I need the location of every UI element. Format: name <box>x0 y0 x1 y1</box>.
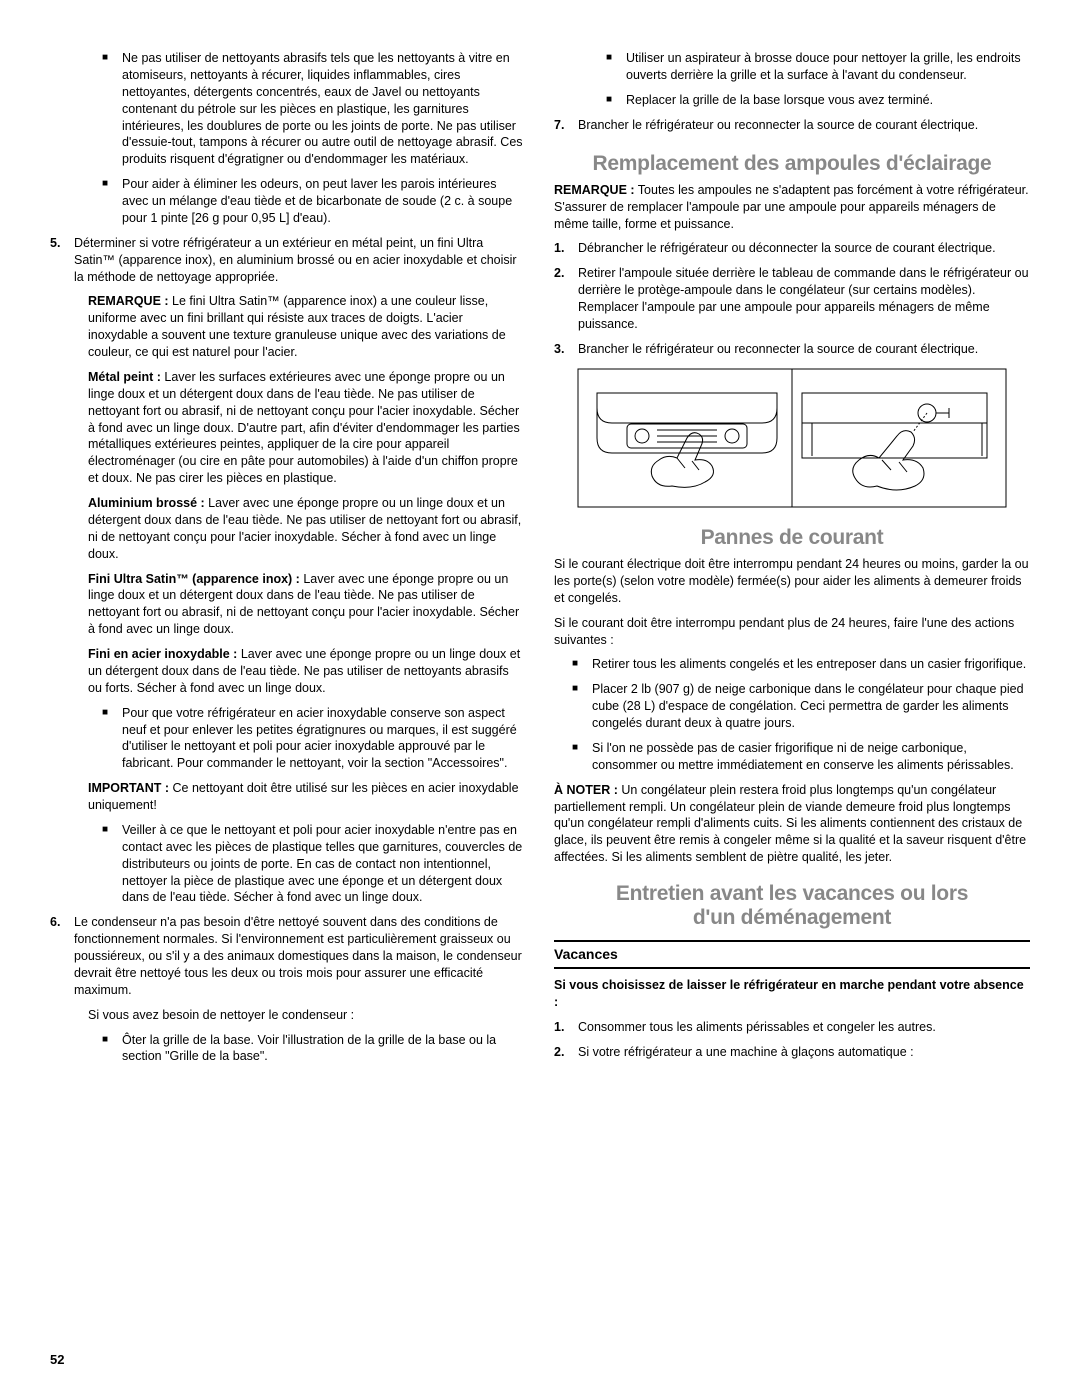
heading-line2: d'un déménagement <box>693 906 891 929</box>
heading-pannes: Pannes de courant <box>554 524 1030 552</box>
subheading-vacances: Vacances <box>554 940 1030 969</box>
alu-paragraph: Aluminium brossé : Laver avec une éponge… <box>88 495 526 563</box>
metal-text: Laver les surfaces extérieures avec une … <box>88 370 520 485</box>
alu-label: Aluminium brossé : <box>88 496 205 510</box>
ultra-label: Fini Ultra Satin™ (apparence inox) : <box>88 572 300 586</box>
step-text: Retirer l'ampoule située derrière le tab… <box>578 266 1029 331</box>
step-5: 5. Déterminer si votre réfrigérateur a u… <box>50 235 526 286</box>
step-number: 1. <box>554 240 564 257</box>
step-7: 7. Brancher le réfrigérateur ou reconnec… <box>554 117 1030 134</box>
numbered-steps: 5. Déterminer si votre réfrigérateur a u… <box>50 235 526 286</box>
step-number: 7. <box>554 117 564 134</box>
step-text: Consommer tous les aliments périssables … <box>578 1020 936 1034</box>
inox-label: Fini en acier inoxydable : <box>88 647 237 661</box>
noter-text: Un congélateur plein restera froid plus … <box>554 783 1026 865</box>
pannes-p1: Si le courant électrique doit être inter… <box>554 556 1030 607</box>
bulb-illustration <box>577 368 1007 508</box>
step6-sub: Si vous avez besoin de nettoyer le conde… <box>88 1007 526 1024</box>
right-column: Utiliser un aspirateur à brosse douce po… <box>554 50 1030 1073</box>
step-number: 1. <box>554 1019 564 1036</box>
left-column: Ne pas utiliser de nettoyants abrasifs t… <box>50 50 526 1073</box>
list-item: Ôter la grille de la base. Voir l'illust… <box>102 1032 526 1066</box>
list-item: Replacer la grille de la base lorsque vo… <box>606 92 1030 109</box>
vacances-bold: Si vous choisissez de laisser le réfrigé… <box>554 977 1030 1011</box>
mid-bullet-list: Pour que votre réfrigérateur en acier in… <box>102 705 526 773</box>
numbered-steps-6: 6. Le condenseur n'a pas besoin d'être n… <box>50 914 526 998</box>
remarque-label: REMARQUE : <box>554 183 635 197</box>
remarque-paragraph-right: REMARQUE : Toutes les ampoules ne s'adap… <box>554 182 1030 233</box>
page-number: 52 <box>50 1351 64 1369</box>
step-text: Déterminer si votre réfrigérateur a un e… <box>74 236 517 284</box>
right-top-bullets: Utiliser un aspirateur à brosse douce po… <box>606 50 1030 109</box>
numbered-steps-7: 7. Brancher le réfrigérateur ou reconnec… <box>554 117 1030 134</box>
step-2: 2. Retirer l'ampoule située derrière le t… <box>554 265 1030 333</box>
page-content: Ne pas utiliser de nettoyants abrasifs t… <box>50 50 1030 1073</box>
step6-bullets: Ôter la grille de la base. Voir l'illust… <box>102 1032 526 1066</box>
step-6: 6. Le condenseur n'a pas besoin d'être n… <box>50 914 526 998</box>
list-item: Retirer tous les aliments congelés et le… <box>572 656 1030 673</box>
step-text: Débrancher le réfrigérateur ou déconnect… <box>578 241 996 255</box>
important-label: IMPORTANT : <box>88 781 169 795</box>
pannes-p2: Si le courant doit être interrompu penda… <box>554 615 1030 649</box>
important-paragraph: IMPORTANT : Ce nettoyant doit être utili… <box>88 780 526 814</box>
replacement-steps: 1. Débrancher le réfrigérateur ou déconne… <box>554 240 1030 357</box>
list-item: Pour que votre réfrigérateur en acier in… <box>102 705 526 773</box>
top-bullet-list: Ne pas utiliser de nettoyants abrasifs t… <box>102 50 526 227</box>
step-number: 3. <box>554 341 564 358</box>
list-item: Placer 2 lb (907 g) de neige carbonique … <box>572 681 1030 732</box>
remarque-label: REMARQUE : <box>88 294 169 308</box>
list-item: Utiliser un aspirateur à brosse douce po… <box>606 50 1030 84</box>
step-text: Si votre réfrigérateur a une machine à g… <box>578 1045 914 1059</box>
step-text: Brancher le réfrigérateur ou reconnecter… <box>578 118 978 132</box>
step-number: 2. <box>554 1044 564 1061</box>
metal-paragraph: Métal peint : Laver les surfaces extérie… <box>88 369 526 487</box>
list-item: Veiller à ce que le nettoyant et poli po… <box>102 822 526 906</box>
list-item: Ne pas utiliser de nettoyants abrasifs t… <box>102 50 526 168</box>
ultra-paragraph: Fini Ultra Satin™ (apparence inox) : Lav… <box>88 571 526 639</box>
step-text: Brancher le réfrigérateur ou reconnecter… <box>578 342 978 356</box>
list-item: Si l'on ne possède pas de casier frigori… <box>572 740 1030 774</box>
step-2: 2. Si votre réfrigérateur a une machine à… <box>554 1044 1030 1061</box>
step-number: 5. <box>50 235 60 252</box>
after-important-bullet-list: Veiller à ce que le nettoyant et poli po… <box>102 822 526 906</box>
vacances-steps: 1. Consommer tous les aliments périssable… <box>554 1019 1030 1061</box>
noter-paragraph: À NOTER : Un congélateur plein restera f… <box>554 782 1030 866</box>
step-1: 1. Consommer tous les aliments périssable… <box>554 1019 1030 1036</box>
list-item: Pour aider à éliminer les odeurs, on peu… <box>102 176 526 227</box>
noter-label: À NOTER : <box>554 783 618 797</box>
step-number: 6. <box>50 914 60 931</box>
step-1: 1. Débrancher le réfrigérateur ou déconne… <box>554 240 1030 257</box>
heading-entretien: Entretien avant les vacances ou lors d'u… <box>554 882 1030 930</box>
step-number: 2. <box>554 265 564 282</box>
pannes-bullets: Retirer tous les aliments congelés et le… <box>572 656 1030 773</box>
inox-paragraph: Fini en acier inoxydable : Laver avec un… <box>88 646 526 697</box>
remarque-paragraph: REMARQUE : Le fini Ultra Satin™ (apparen… <box>88 293 526 361</box>
step-3: 3. Brancher le réfrigérateur ou reconnect… <box>554 341 1030 358</box>
heading-replacement: Remplacement des ampoules d'éclairage <box>554 150 1030 178</box>
metal-label: Métal peint : <box>88 370 161 384</box>
step-text: Le condenseur n'a pas besoin d'être nett… <box>74 915 522 997</box>
heading-line1: Entretien avant les vacances ou lors <box>616 882 968 905</box>
